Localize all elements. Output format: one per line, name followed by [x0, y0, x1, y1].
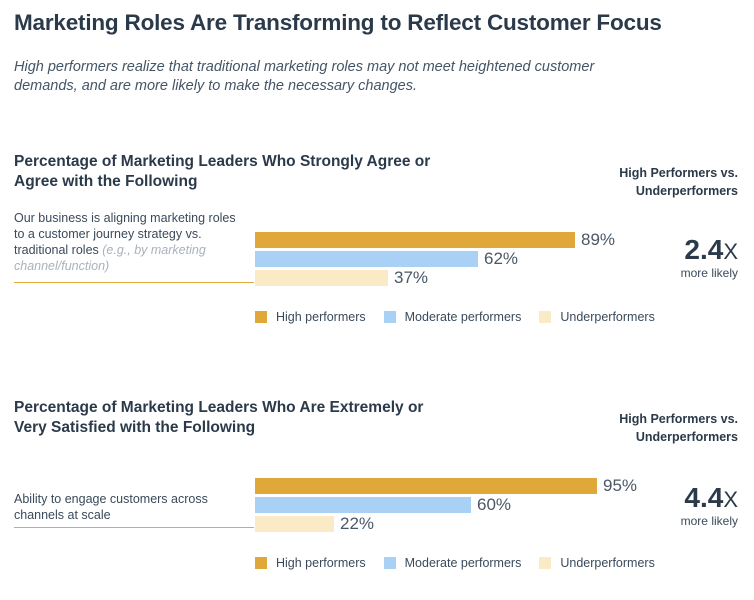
chart-title: Percentage of Marketing Leaders Who Are …: [14, 399, 424, 436]
ratio-label: more likely: [680, 266, 738, 280]
bar-under: [255, 516, 334, 532]
legend-label: Moderate performers: [404, 556, 522, 570]
legend-swatch-high: [255, 311, 267, 323]
legend-item-under: Underperformers: [539, 310, 655, 324]
bar-moderate: [255, 251, 478, 267]
legend-item-high: High performers: [255, 310, 366, 324]
ratio-value: 4.4X: [684, 482, 738, 513]
bar-group: 89% 62% 37%: [255, 230, 655, 302]
legend-label: High performers: [276, 310, 366, 324]
statement-main: Ability to engage customers across chann…: [14, 492, 208, 522]
ratio-value: 2.4X: [684, 234, 738, 265]
bar-value-label: 62%: [484, 249, 519, 268]
chart-panel-agree: Percentage of Marketing Leaders Who Stro…: [0, 152, 754, 352]
legend-swatch-moderate: [383, 311, 396, 323]
bar-value-label: 95%: [603, 476, 638, 495]
legend-label: Moderate performers: [404, 310, 522, 324]
bar-value-label: 22%: [340, 514, 375, 533]
ratio-label: more likely: [680, 514, 738, 528]
legend-swatch-under: [539, 311, 552, 323]
legend: High performers Moderate performers Unde…: [255, 555, 673, 571]
bar-moderate: [255, 497, 471, 513]
page-title: Marketing Roles Are Transforming to Refl…: [14, 10, 662, 35]
legend-item-under: Underperformers: [539, 556, 655, 570]
legend-swatch-high: [255, 557, 267, 569]
page-subtitle: High performers realize that traditional…: [14, 59, 595, 94]
bar-group: 95% 60% 22%: [255, 476, 655, 548]
bar-value-label: 60%: [477, 495, 512, 514]
chart-title: Percentage of Marketing Leaders Who Stro…: [14, 153, 431, 190]
statement-label: Our business is aligning marketing roles…: [14, 210, 246, 274]
likelihood-ratio: 4.4X more likely: [648, 482, 738, 529]
legend-swatch-under: [539, 557, 552, 569]
statement-underline: [14, 282, 254, 283]
legend-label: Underperformers: [560, 556, 655, 570]
statement-main: Our business is aligning marketing roles…: [14, 211, 236, 257]
likelihood-ratio: 2.4X more likely: [648, 234, 738, 281]
legend-item-moderate: Moderate performers: [383, 556, 522, 570]
comparison-title: High Performers vs. Underperformers: [619, 166, 738, 198]
bar-value-label: 37%: [394, 268, 429, 287]
legend: High performers Moderate performers Unde…: [255, 309, 673, 325]
comparison-title: High Performers vs. Underperformers: [619, 412, 738, 444]
legend-label: High performers: [276, 556, 366, 570]
statement-label: Ability to engage customers across chann…: [14, 491, 246, 523]
bar-high: [255, 232, 575, 248]
chart-panel-satisfied: Percentage of Marketing Leaders Who Are …: [0, 398, 754, 598]
legend-swatch-moderate: [383, 557, 396, 569]
bar-high: [255, 478, 597, 494]
bar-value-label: 89%: [581, 230, 616, 249]
legend-label: Underperformers: [560, 310, 655, 324]
bar-under: [255, 270, 388, 286]
legend-item-high: High performers: [255, 556, 366, 570]
statement-aside: (e.g., by marketing channel/function): [14, 243, 206, 273]
statement-underline: [14, 527, 254, 528]
legend-item-moderate: Moderate performers: [383, 310, 522, 324]
